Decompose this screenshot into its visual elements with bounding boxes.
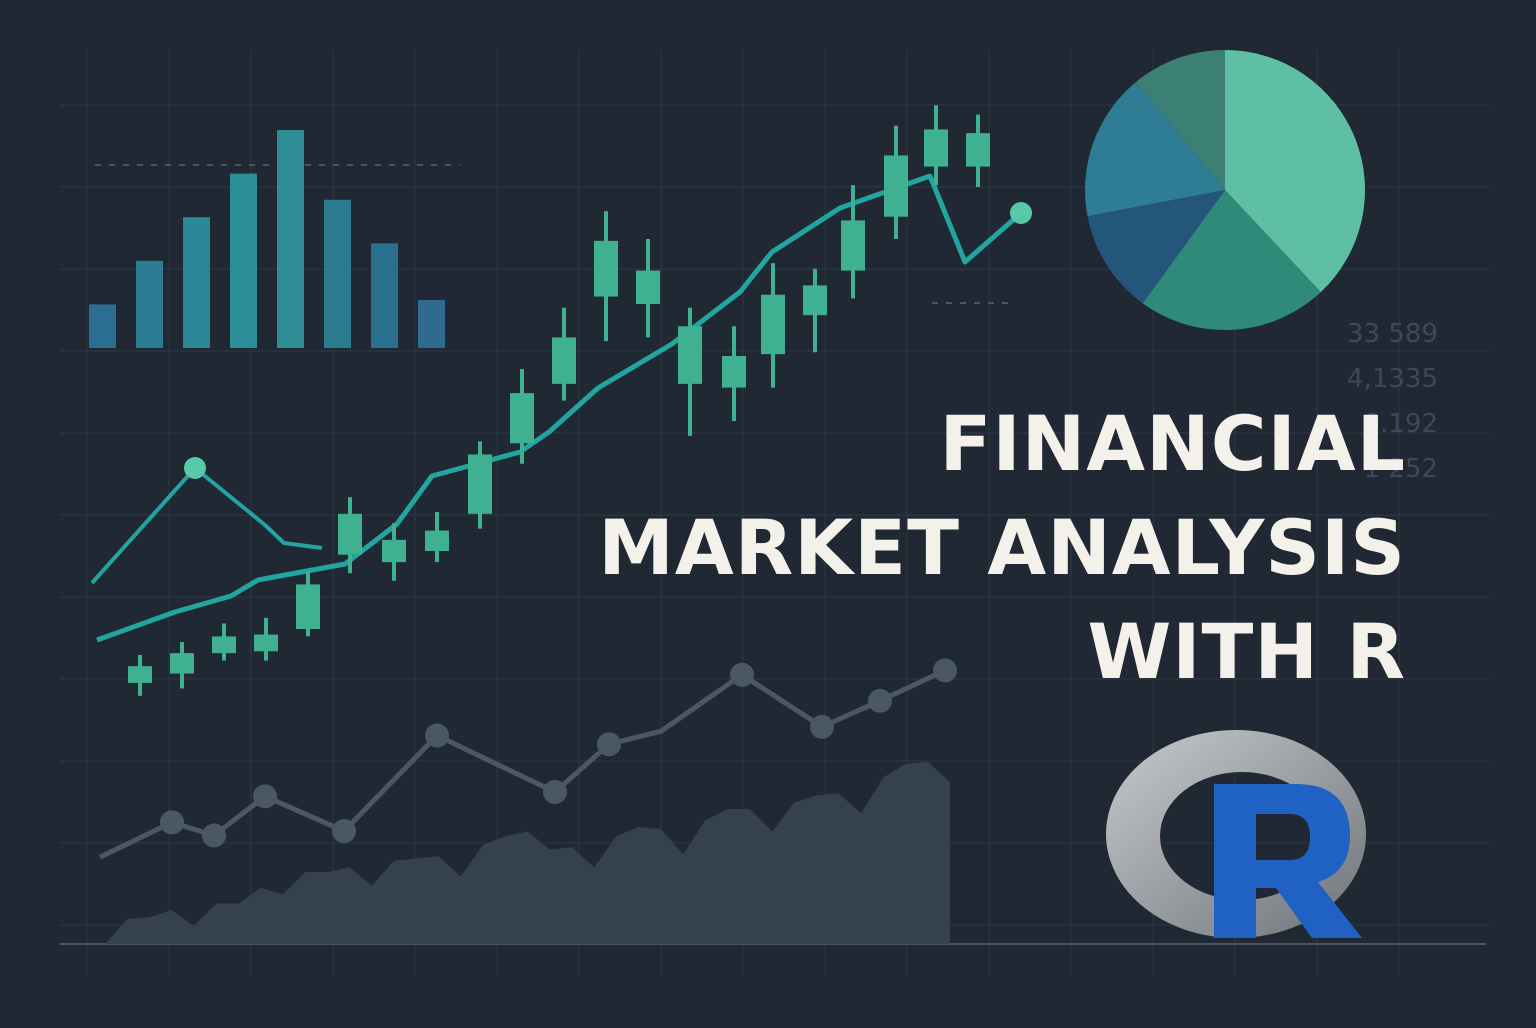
candle-body xyxy=(636,270,660,304)
page-title: FINANCIAL MARKET ANALYSIS WITH R xyxy=(598,392,1406,704)
line-point xyxy=(425,723,449,748)
candle-body xyxy=(678,326,702,384)
r-logo xyxy=(1106,730,1366,938)
teal-line-chart xyxy=(96,173,1032,643)
muted-line-chart xyxy=(98,658,957,860)
candle-body xyxy=(761,294,785,355)
line-point xyxy=(202,823,226,848)
bar xyxy=(89,304,116,348)
candle-body xyxy=(382,539,406,563)
line-point xyxy=(730,662,754,687)
pie-slice xyxy=(1225,50,1366,293)
line-point xyxy=(810,714,834,739)
candle-body xyxy=(552,337,576,384)
line-end-point xyxy=(1010,202,1032,224)
area-chart xyxy=(105,761,950,944)
ticker-value: 1 252 xyxy=(1363,454,1438,484)
bar xyxy=(183,217,210,348)
candle-body xyxy=(722,356,746,388)
pie-chart xyxy=(1085,50,1366,331)
candle-body xyxy=(128,666,152,683)
line-point xyxy=(933,658,957,683)
candle-body xyxy=(212,636,236,654)
candle-body xyxy=(170,653,194,674)
candle-body xyxy=(468,454,492,514)
line-point xyxy=(868,688,892,713)
candle-body xyxy=(841,220,865,271)
bar xyxy=(418,300,445,348)
bar-chart xyxy=(89,130,445,348)
candle-body xyxy=(510,393,534,444)
title-line-2: MARKET ANALYSIS xyxy=(598,503,1406,592)
candle-body xyxy=(884,155,908,217)
ticker-value: 33 589 xyxy=(1347,319,1438,349)
pie-slice xyxy=(1142,190,1321,331)
bar xyxy=(371,243,398,348)
candle-body xyxy=(924,129,948,167)
candle-body xyxy=(425,530,449,551)
candle-body xyxy=(966,133,990,167)
candle-body xyxy=(803,285,827,316)
pie-slice xyxy=(1087,190,1225,304)
candle-body xyxy=(338,513,362,555)
pie-slice xyxy=(1085,82,1225,217)
candle-body xyxy=(296,584,320,629)
candle-body xyxy=(594,240,618,297)
line-series xyxy=(96,173,1023,643)
short-line-chart xyxy=(90,457,323,585)
line-series xyxy=(90,466,323,585)
ticker-value: 4,1335 xyxy=(1347,364,1438,394)
ticker-values: 33 589 4,1335 0.192 1 252 xyxy=(1347,312,1438,492)
bar xyxy=(324,199,351,348)
r-logo-letter xyxy=(1214,784,1362,938)
line-point xyxy=(597,732,621,757)
pie-slice xyxy=(1135,50,1225,190)
line-point xyxy=(184,457,206,479)
candle-body xyxy=(254,634,278,652)
line-point xyxy=(332,819,356,844)
line-point xyxy=(160,810,184,835)
candlestick-chart xyxy=(128,105,990,696)
ticker-value: 0.192 xyxy=(1363,409,1438,439)
line-point xyxy=(253,784,277,809)
bar xyxy=(136,260,163,348)
line-point xyxy=(543,780,567,804)
bar xyxy=(230,173,257,348)
title-line-1: FINANCIAL xyxy=(939,399,1406,488)
area-fill xyxy=(105,761,950,944)
bar xyxy=(277,130,304,348)
title-line-3: WITH R xyxy=(1087,607,1406,696)
